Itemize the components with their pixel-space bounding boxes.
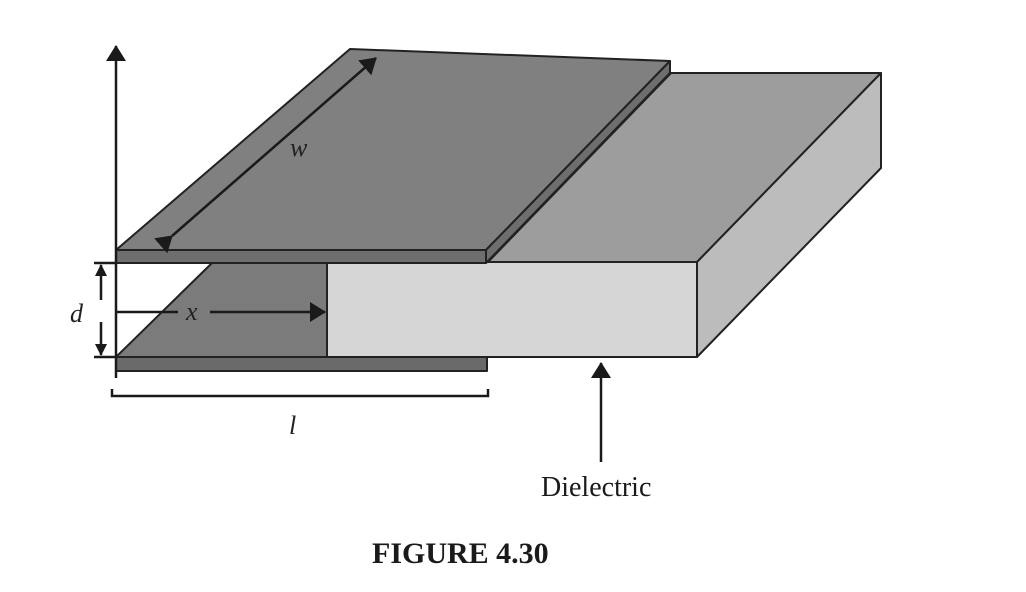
insertion-label: x	[185, 297, 198, 326]
top-plate-side-edge	[485, 60, 671, 264]
top-plate-front-edge	[115, 249, 487, 264]
bottom-plate	[115, 261, 488, 372]
length-bracket	[110, 389, 490, 398]
dielectric-label: Dielectric	[541, 472, 651, 503]
width-label: w	[290, 133, 308, 162]
dielectric-block	[326, 72, 882, 358]
bottom-plate-top-face	[115, 261, 330, 358]
bottom-plate-front-edge	[115, 356, 488, 372]
dielectric-front-face	[326, 261, 698, 358]
separation-label: d	[70, 299, 84, 328]
length-label: l	[289, 411, 296, 440]
figure-caption: FIGURE 4.30	[372, 537, 549, 570]
width-dimension-arrow	[154, 57, 377, 254]
